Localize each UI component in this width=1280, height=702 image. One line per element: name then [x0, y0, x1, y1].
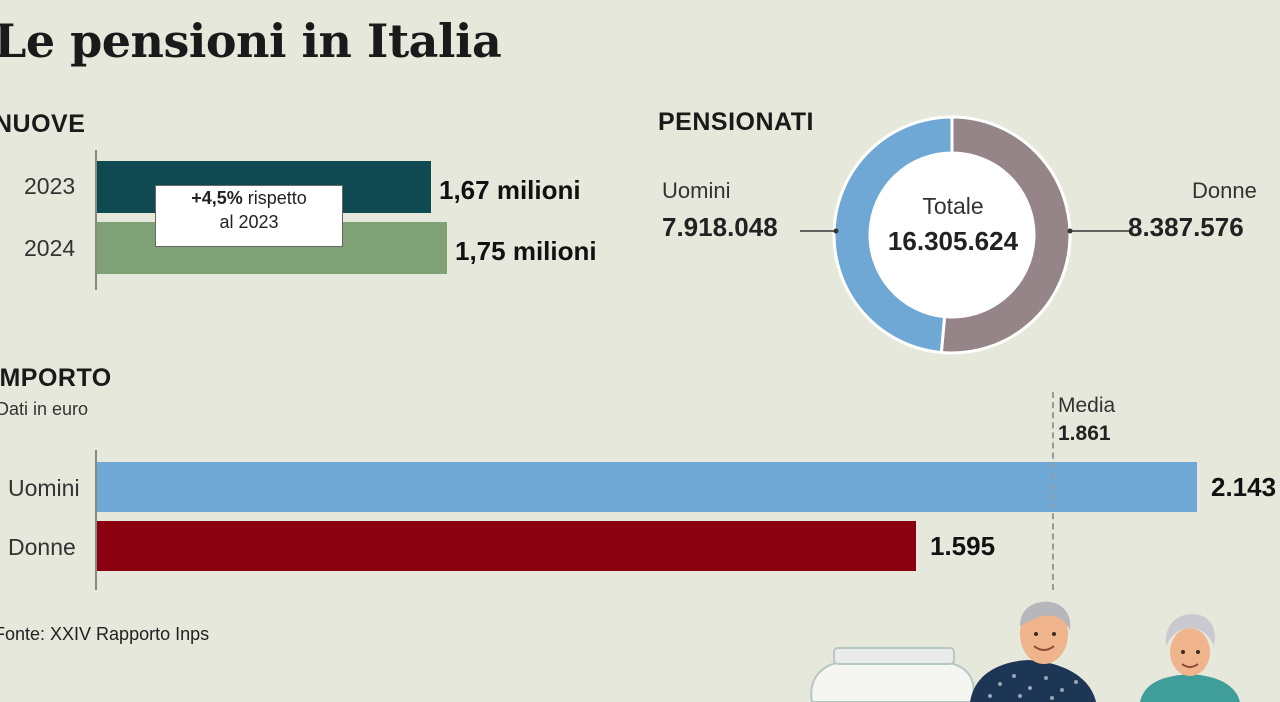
donut-hole [870, 153, 1034, 317]
importo-bar-uomini [97, 462, 1197, 512]
importo-axis [95, 450, 97, 590]
donut-value-donne: 8.387.576 [1128, 212, 1244, 242]
importo-category-uomini: Uomini [8, 475, 80, 501]
media-reference-line [1052, 392, 1054, 590]
donut-value-uomini: 7.918.048 [662, 212, 778, 242]
importo-category-donne: Donne [8, 534, 76, 560]
pensionati-section-title: PENSIONATI [658, 108, 814, 136]
nuove-category-2023: 2023 [24, 173, 76, 199]
pensioners-illustration [810, 601, 1240, 702]
page-title: Le pensioni in Italia [0, 14, 502, 68]
donut-center-label: Totale [922, 193, 984, 219]
nuove-axis [95, 150, 97, 290]
nuove-category-2024: 2024 [24, 235, 76, 261]
nuove-value-2023: 1,67 milioni [439, 175, 581, 205]
pensionati-donut [832, 115, 1072, 355]
media-label: Media [1058, 394, 1116, 417]
importo-section-title: IMPORTO [0, 364, 112, 392]
donut-legend-uomini: Uomini [662, 178, 731, 203]
nuove-section-title: NUOVE [0, 110, 86, 138]
importo-value-uomini: 2.143 [1211, 472, 1277, 502]
donut-center-value: 16.305.624 [887, 226, 1019, 256]
nuove-callout: +4,5% rispetto al 2023 [155, 185, 343, 247]
source-note: Fonte: XXIV Rapporto Inps [0, 624, 210, 644]
importo-bar-donne [97, 521, 916, 571]
callout-percent: +4,5% [191, 188, 243, 208]
media-value: 1.861 [1058, 422, 1111, 445]
importo-subtitle: Dati in euro [0, 399, 89, 419]
nuove-value-2024: 1,75 milioni [455, 236, 597, 266]
callout-text-2: al 2023 [219, 212, 279, 232]
donut-legend-donne: Donne [1192, 178, 1257, 203]
callout-text-1: rispetto [242, 188, 307, 208]
importo-value-donne: 1.595 [930, 531, 996, 561]
